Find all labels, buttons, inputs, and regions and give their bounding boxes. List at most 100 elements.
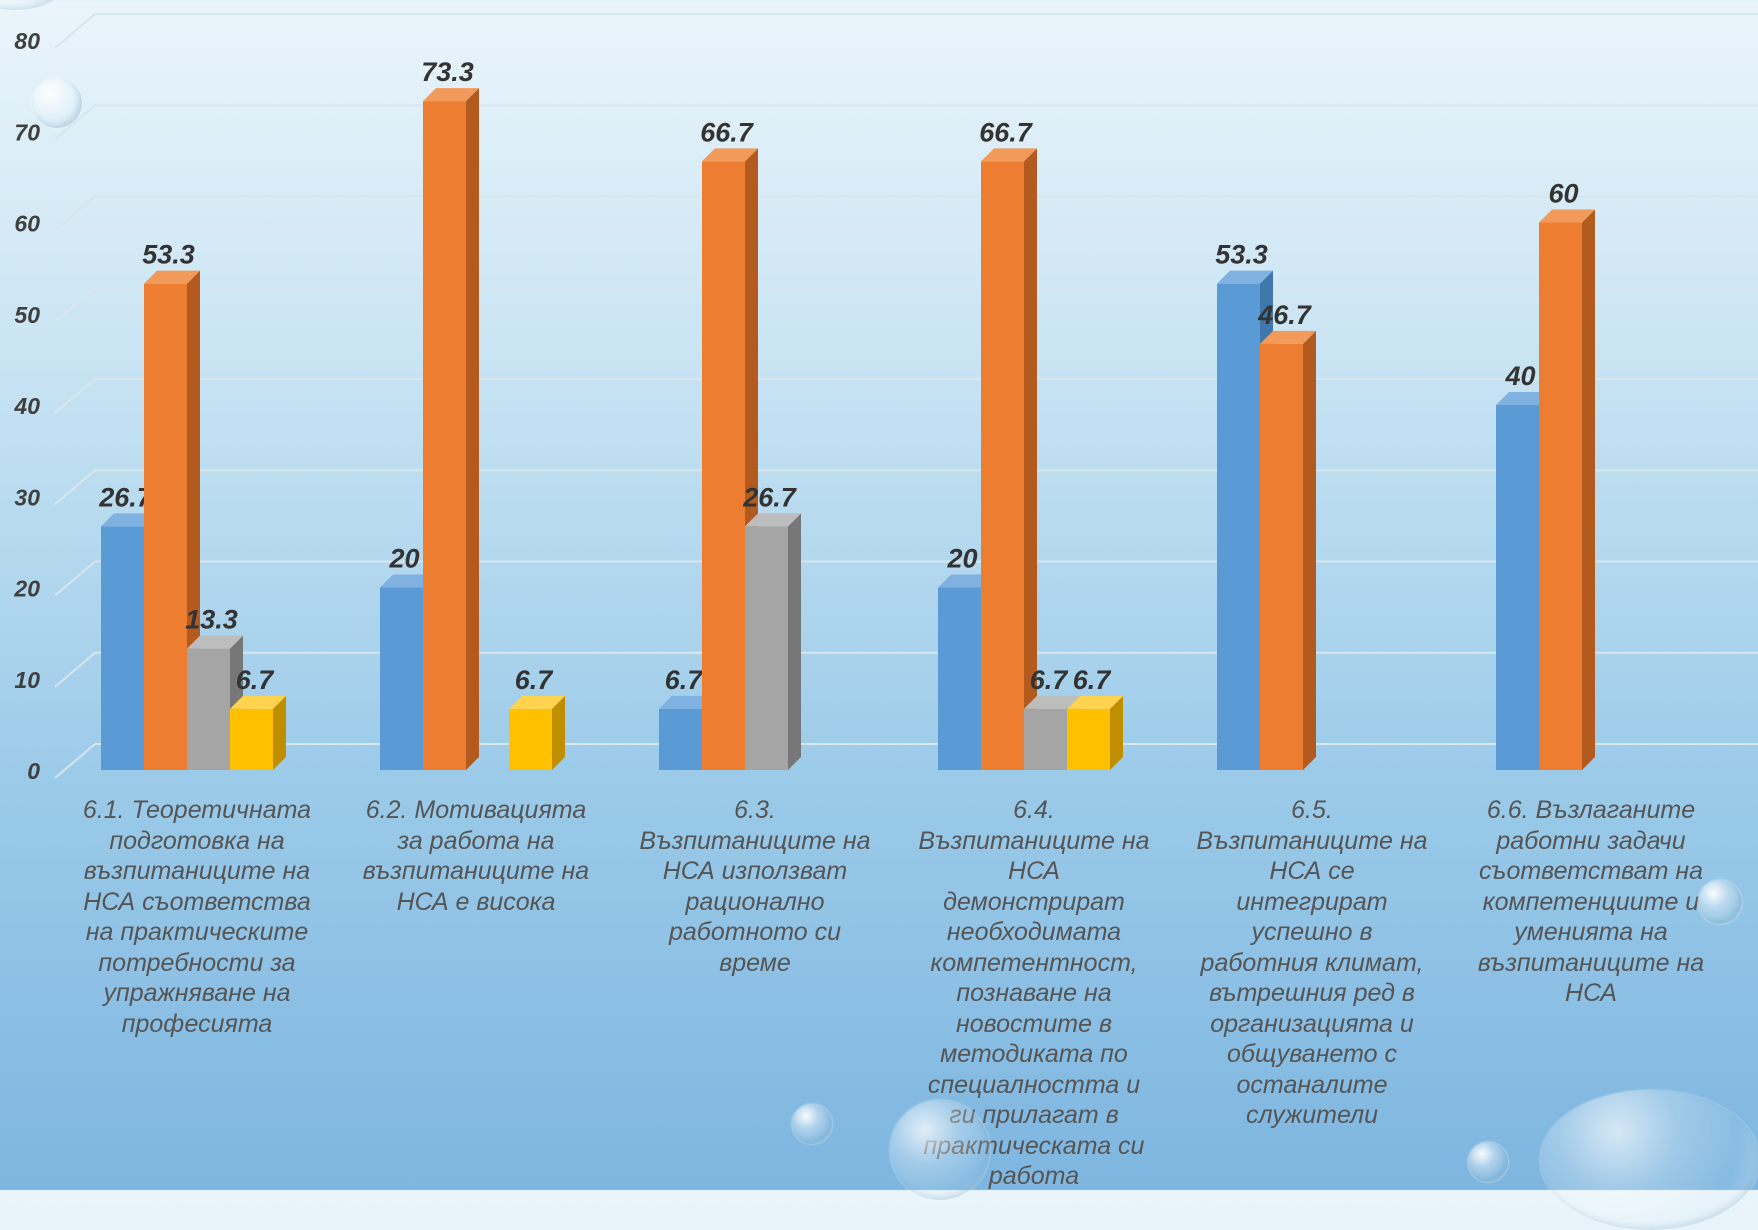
bar-top [1539, 209, 1595, 223]
x-category-label-line: успешно в [1251, 918, 1373, 946]
bar-side [466, 88, 479, 770]
bar [230, 708, 273, 770]
decorative-bubble [32, 78, 82, 128]
x-category-label-line: НСА е висока [396, 887, 556, 916]
bar [1260, 343, 1303, 770]
bar-top [659, 695, 715, 709]
data-label: 20 [388, 544, 419, 574]
gridline-side [54, 378, 96, 414]
gridline-side [54, 286, 96, 323]
x-category-label-line: съответстват на [1478, 857, 1704, 885]
bar [380, 587, 423, 770]
gridline-side [54, 195, 96, 232]
data-label: 66.7 [979, 117, 1034, 147]
data-label: 46.7 [1257, 300, 1313, 330]
x-category-label-line: организацията и [1210, 1009, 1414, 1038]
bar-top [1496, 392, 1552, 405]
x-category-label-line: на практическите [85, 918, 309, 946]
y-tick-label: 40 [13, 393, 40, 419]
x-category-label-line: 6.4. [1013, 796, 1055, 824]
data-label: 53.3 [142, 240, 195, 270]
x-category-label: 6.1. Теоретичната подготовка на възпитаниц… [72, 795, 322, 1039]
x-category-label-line: служители [1245, 1101, 1379, 1129]
bar-top [187, 635, 243, 649]
data-label: 6.7 [515, 665, 555, 695]
y-tick-label: 70 [14, 119, 40, 145]
y-tick-label: 30 [14, 484, 40, 510]
x-category-label-line: Възпитаниците на [639, 826, 871, 855]
bar-top [380, 574, 436, 588]
data-label: 20 [946, 544, 977, 574]
x-category-label-line: 6.3. [734, 796, 776, 824]
gridline-side [54, 651, 96, 688]
x-category-label-line: професията [121, 1009, 273, 1038]
bar [101, 526, 144, 770]
x-category-label-line: възпитаниците на [1477, 948, 1705, 977]
x-category-label-line: НСА [1008, 857, 1060, 885]
gridline-side [54, 13, 96, 49]
x-category-label-line: 6.1. Теоретичната [82, 796, 312, 824]
data-label: 40 [1504, 361, 1535, 391]
decorative-bubble [0, 0, 60, 10]
x-category-label: 6.3. Възпитаниците на НСА използват рациона… [630, 795, 880, 978]
data-label: 66.7 [700, 117, 755, 147]
x-category-label-line: НСА съответства [83, 887, 311, 916]
x-category-label-line: работния климат, [1200, 948, 1424, 977]
x-category-label-line: НСА [1565, 979, 1617, 1007]
bar-top [1260, 330, 1316, 344]
bar [659, 708, 702, 770]
y-tick-label: 80 [14, 28, 40, 54]
bar [1496, 405, 1539, 770]
x-category-label-line: НСА се [1269, 857, 1355, 885]
bar-top [981, 148, 1037, 162]
decorative-bubble [792, 1104, 832, 1144]
bar-side [1303, 330, 1316, 770]
bar-top [1024, 695, 1080, 709]
bar-top [1067, 695, 1123, 709]
decorative-bubble [1540, 1090, 1758, 1230]
bar-side [1110, 695, 1123, 770]
x-category-label-line: интегрират [1236, 887, 1388, 916]
x-category-label: 6.6. Възлаганите работни задачи съответств… [1466, 795, 1716, 1009]
bar-top [509, 695, 565, 709]
x-category-label-line: методиката по [940, 1040, 1128, 1068]
gridline-side [54, 560, 96, 597]
data-label: 6.7 [1030, 665, 1070, 695]
x-category-label-line: компетентност, [930, 948, 1138, 977]
bar-side [1582, 209, 1595, 770]
x-category-label-line: 6.6. Възлаганите [1486, 796, 1696, 824]
x-category-label-line: необходимата [946, 918, 1122, 946]
x-category-label-line: упражняване на [103, 979, 291, 1007]
x-category-label-line: вътрешния ред в [1209, 979, 1415, 1007]
y-tick-label: 0 [27, 758, 40, 784]
x-category-label-line: Възпитаниците на [1196, 826, 1428, 855]
bar-top [230, 695, 286, 709]
y-tick-label: 60 [14, 211, 40, 237]
x-category-label-line: работни задачи [1496, 826, 1686, 855]
bar-side [552, 695, 565, 770]
decorative-bubble [1468, 1142, 1508, 1182]
x-category-label-line: работното си [668, 918, 842, 946]
x-category-label-line: НСА използват [662, 857, 848, 885]
bar [509, 708, 552, 770]
gridline-side [54, 104, 96, 141]
x-category-label-line: познаване на [956, 979, 1112, 1007]
bar-top [1217, 270, 1273, 284]
bar [938, 587, 981, 770]
bar-side [788, 513, 801, 770]
x-category-label-line: рационално [685, 887, 825, 916]
bar-top [745, 513, 801, 527]
data-label: 60 [1548, 179, 1578, 209]
decorative-bubble [890, 1100, 990, 1200]
bar [187, 648, 230, 770]
y-tick-label: 50 [14, 302, 40, 328]
x-category-label-line: за работа на [397, 826, 555, 855]
decorative-bubble [1698, 880, 1742, 924]
data-label: 13.3 [185, 605, 238, 635]
x-category-label-line: 6.2. Мотивацията [365, 796, 587, 824]
x-category-label-line: новостите в [955, 1009, 1113, 1038]
bar [702, 161, 745, 771]
x-category-label: 6.2. Мотивацията за работа на възпитаницит… [351, 795, 601, 917]
bar [1024, 708, 1067, 770]
x-category-label: 6.5. Възпитаниците на НСА се интегрират успе… [1187, 795, 1437, 1131]
